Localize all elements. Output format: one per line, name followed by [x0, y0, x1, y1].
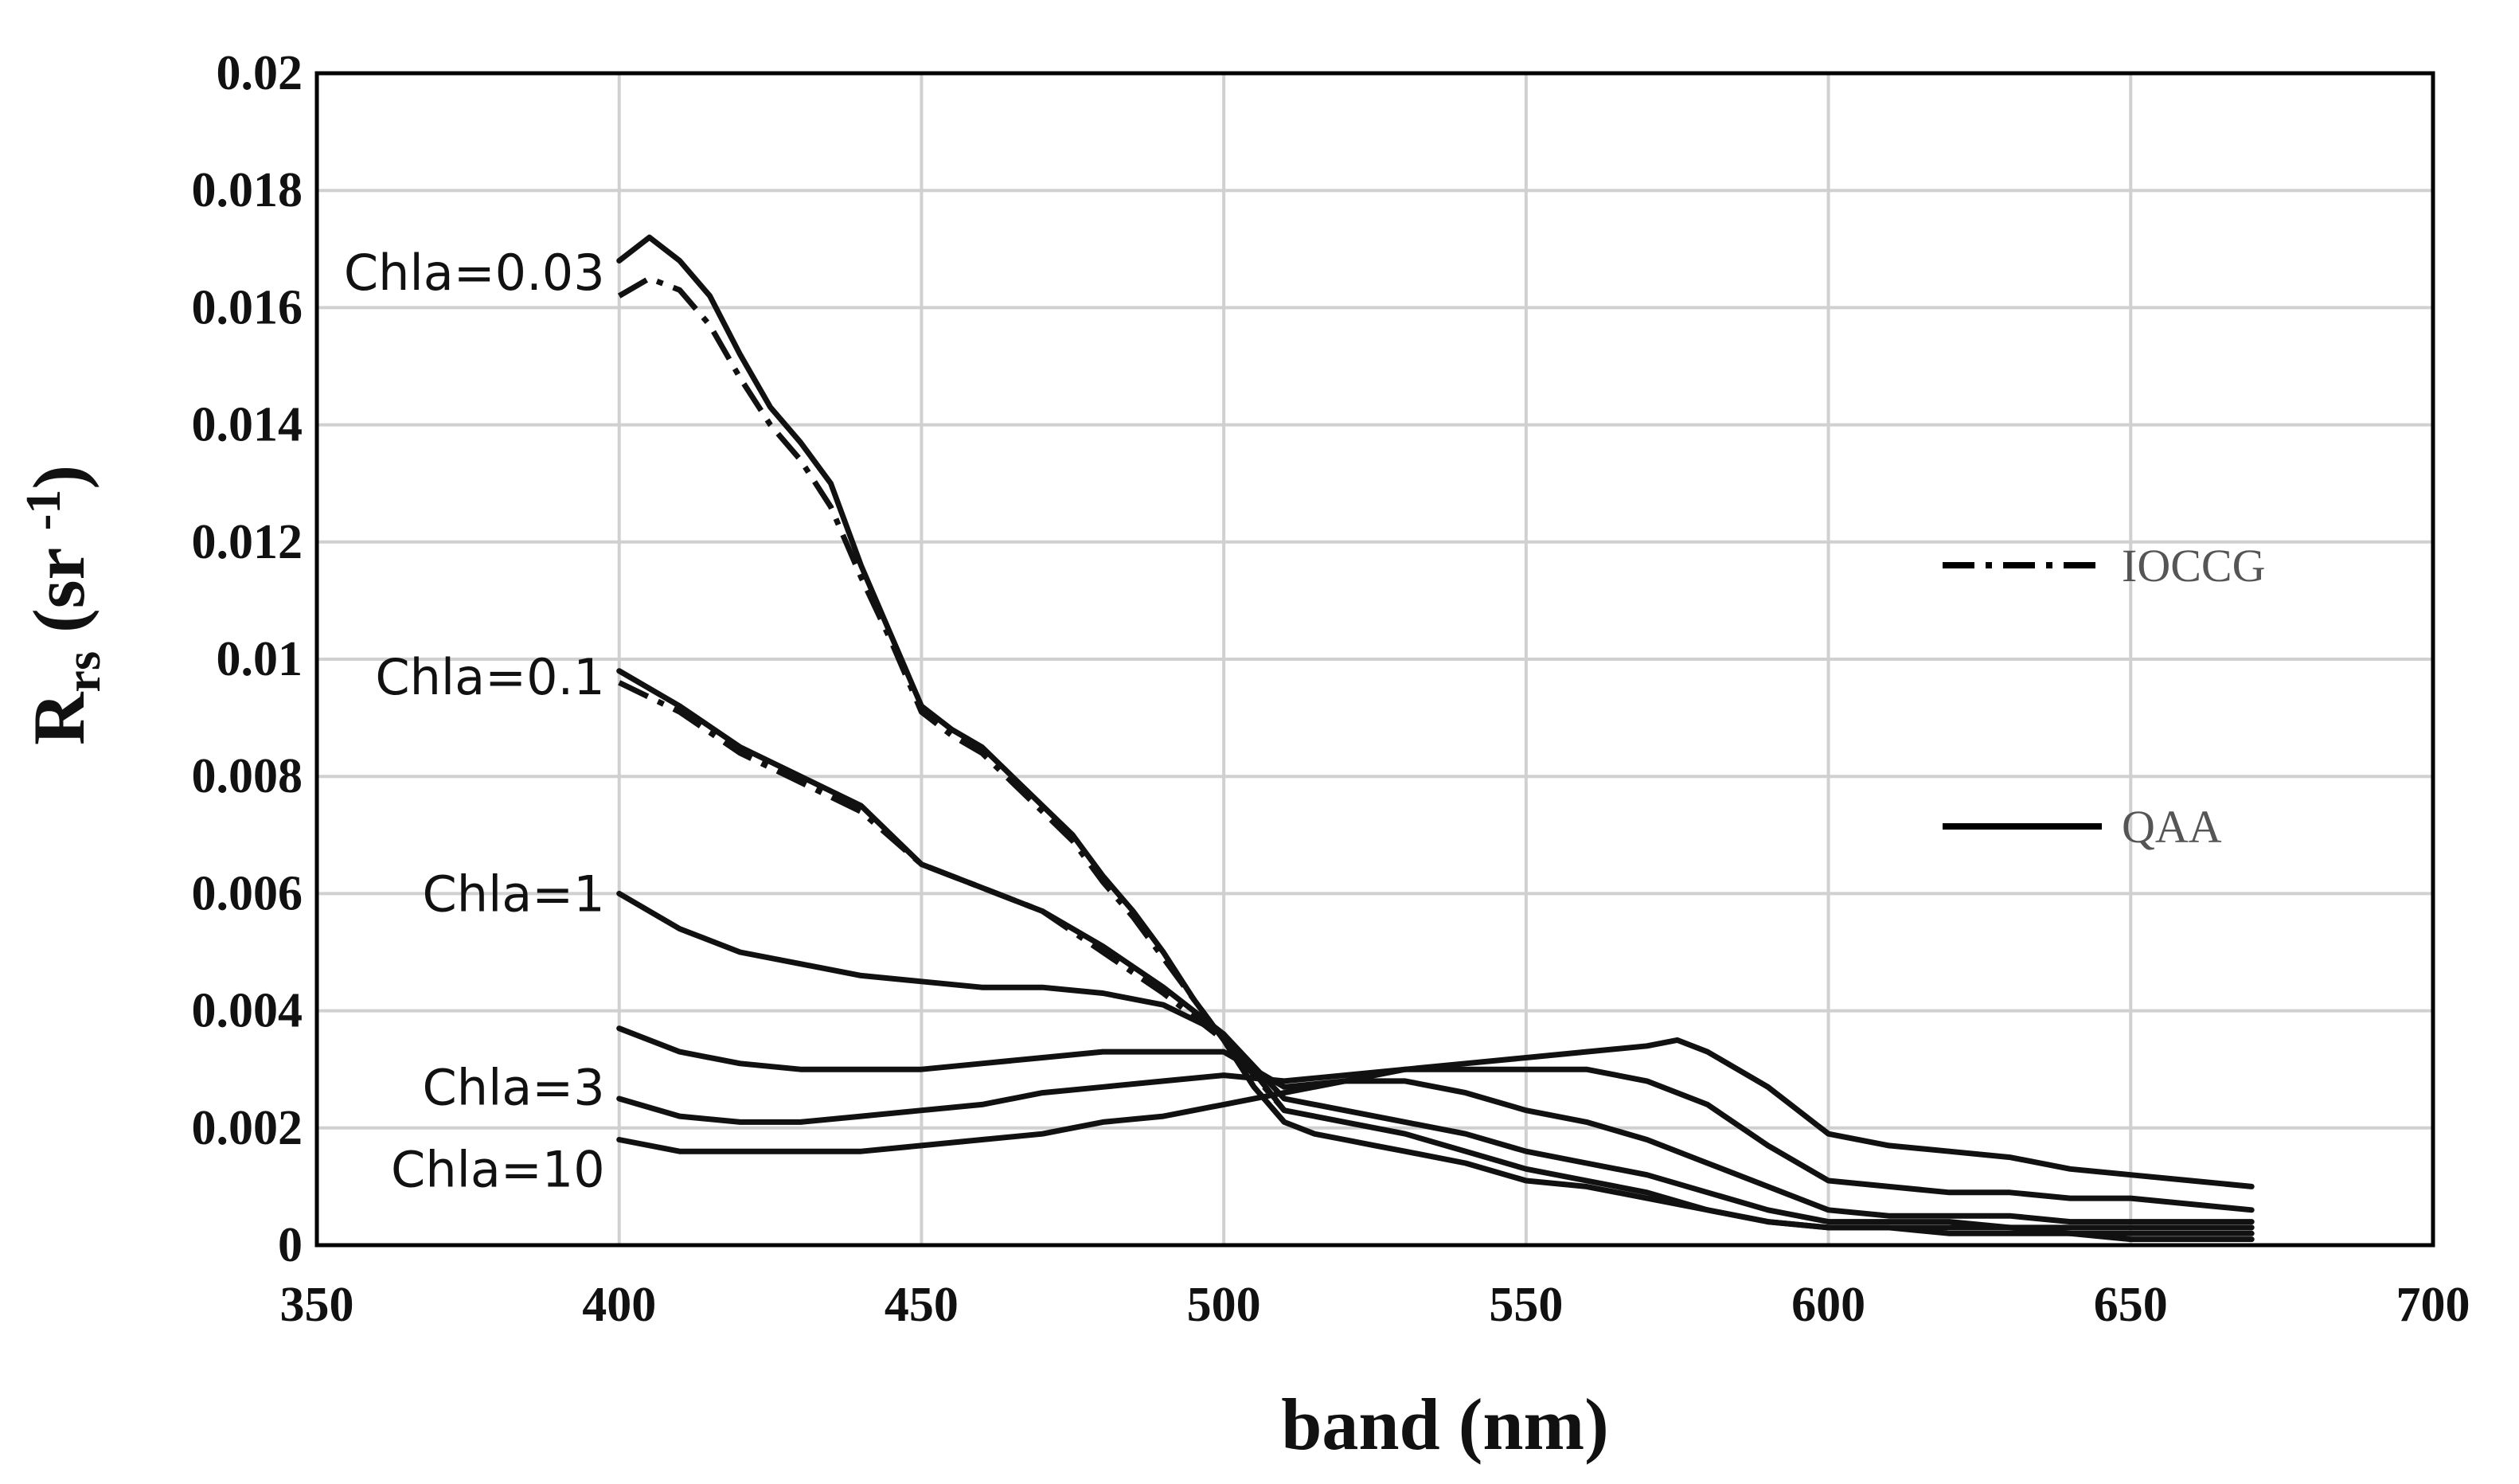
y-tick-label: 0	[278, 1218, 303, 1272]
y-axis-title-main: R	[18, 691, 100, 745]
y-tick-label: 0.008	[192, 749, 303, 803]
series-line-qaa-chla-3b	[616, 1066, 2255, 1213]
x-axis-title: band (nm)	[1281, 1384, 1609, 1465]
y-tick-label: 0.004	[192, 984, 303, 1038]
x-tick-label: 700	[2396, 1278, 2470, 1332]
x-tick-label: 500	[1187, 1278, 1261, 1332]
y-tick-label: 0.01	[217, 632, 303, 686]
y-tick-label: 0.006	[192, 866, 303, 920]
y-axis-title-unit-close: )	[18, 465, 100, 490]
y-tick-label: 0.014	[192, 398, 303, 452]
x-tick-label: 600	[1791, 1278, 1865, 1332]
y-axis-title: Rrs (sr -1)	[17, 465, 111, 745]
y-tick-label: 0.002	[192, 1101, 303, 1155]
y-tick-label: 0.012	[192, 515, 303, 569]
series-line-qaa-chla-10	[616, 1037, 2255, 1189]
annotations: Chla=0.03 Chla=0.1 Chla=1 Chla=3 Chla=10	[344, 244, 605, 1198]
legend-ioccg-label: IOCCG	[2122, 540, 2265, 592]
chla-annotation: Chla=3	[423, 1058, 605, 1116]
chla-annotation: Chla=0.1	[375, 648, 604, 706]
x-tick-label: 650	[2094, 1278, 2168, 1332]
x-tick-label: 450	[885, 1278, 959, 1332]
y-tick-label: 0.02	[217, 46, 303, 100]
series-line-qaa-chla-1	[616, 890, 2255, 1231]
y-tick-labels: 0 0.002 0.004 0.006 0.008 0.01 0.012 0.014 0.016…	[192, 46, 303, 1272]
series-line-ioccg-chla-0_1	[618, 680, 1287, 1112]
chla-annotation: Chla=1	[423, 865, 605, 923]
y-axis-title-subscript: rs	[57, 651, 111, 693]
plot-frame	[314, 71, 2435, 1248]
x-tick-label: 400	[582, 1278, 656, 1332]
legend-qaa-label: QAA	[2122, 801, 2222, 853]
y-axis-title-unit: (sr	[18, 530, 100, 651]
chla-annotation: Chla=0.03	[344, 244, 605, 302]
y-tick-label: 0.016	[192, 280, 303, 334]
legend: IOCCG QAA	[1943, 540, 2265, 853]
series-layer	[616, 234, 2255, 1243]
series-line-ioccg-chla-0_03	[617, 275, 1287, 1124]
grid	[315, 72, 2435, 1247]
x-tick-labels: 350 400 450 500 550 600 650 700	[280, 1278, 2470, 1332]
x-tick-label: 550	[1489, 1278, 1563, 1332]
y-tick-label: 0.018	[192, 163, 303, 217]
chla-annotation: Chla=10	[391, 1140, 605, 1198]
x-tick-label: 350	[280, 1278, 354, 1332]
series-line-qaa-chla-3a	[616, 1025, 2255, 1225]
y-axis-title-superscript: -1	[17, 490, 71, 531]
